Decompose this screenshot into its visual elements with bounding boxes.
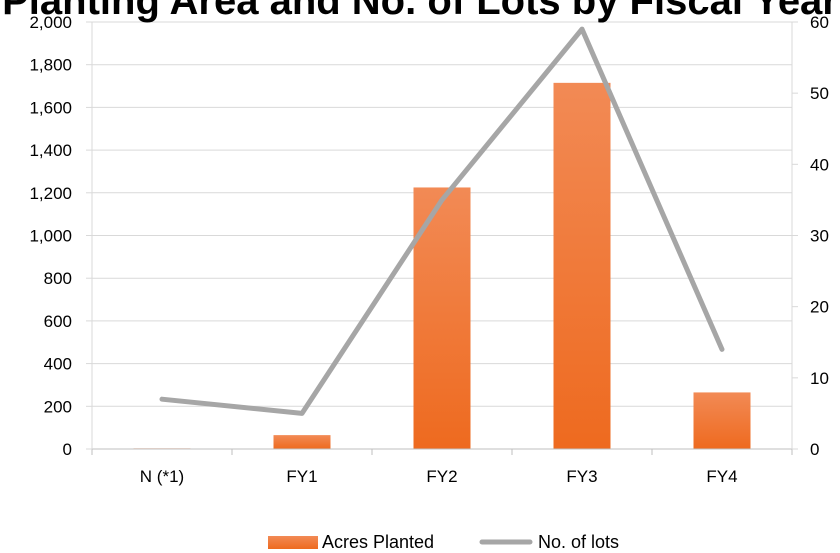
- bar-FY4: [693, 392, 751, 449]
- chart-title: Planting Area and No. of Lots by Fiscal …: [2, 0, 838, 23]
- line-series: [159, 26, 725, 416]
- legend: Acres Planted No. of lots: [268, 532, 619, 552]
- right-tick-label: 50: [810, 84, 829, 103]
- right-tick-label: 0: [810, 440, 819, 459]
- x-axis-ticks: N (*1) FY1 FY2 FY3 FY4: [140, 467, 738, 486]
- x-tick-label: FY3: [566, 467, 597, 486]
- left-tick-label: 1,600: [29, 98, 72, 117]
- right-tick-label: 20: [810, 298, 829, 317]
- legend-label-acres-planted: Acres Planted: [322, 532, 434, 552]
- line-point-FY1: [301, 412, 303, 414]
- left-tick-label: 1,200: [29, 184, 72, 203]
- left-tick-label: 800: [44, 269, 72, 288]
- right-axis-ticks: 0 10 20 30 40 50 60: [810, 13, 829, 459]
- line-point-FY2: [441, 199, 443, 201]
- line-point-FY3: [581, 28, 583, 30]
- left-tick-label: 400: [44, 355, 72, 374]
- left-tick-label: 200: [44, 397, 72, 416]
- bar-FY1: [273, 435, 331, 449]
- x-tick-label: N (*1): [140, 467, 184, 486]
- left-tick-label: 600: [44, 312, 72, 331]
- axes: [86, 21, 798, 455]
- left-tick-label: 1,800: [29, 56, 72, 75]
- right-tick-label: 60: [810, 13, 829, 32]
- left-tick-label: 0: [63, 440, 72, 459]
- right-tick-label: 40: [810, 155, 829, 174]
- right-tick-label: 10: [810, 369, 829, 388]
- legend-label-no-of-lots: No. of lots: [538, 532, 619, 552]
- line-point-FY4: [721, 348, 723, 350]
- legend-swatch-acres-planted: [268, 536, 318, 549]
- line-point-N (*1): [161, 398, 163, 400]
- right-tick-label: 30: [810, 227, 829, 246]
- left-axis-ticks: 0 200 400 600 800 1,000 1,200 1,400 1,600 1,800 2,…: [29, 13, 72, 459]
- left-tick-label: 1,400: [29, 141, 72, 160]
- x-tick-label: FY2: [426, 467, 457, 486]
- bar-FY3: [553, 82, 611, 449]
- x-tick-label: FY4: [706, 467, 737, 486]
- bar-series: [133, 82, 751, 449]
- left-tick-label: 2,000: [29, 13, 72, 32]
- left-tick-label: 1,000: [29, 227, 72, 246]
- x-tick-label: FY1: [286, 467, 317, 486]
